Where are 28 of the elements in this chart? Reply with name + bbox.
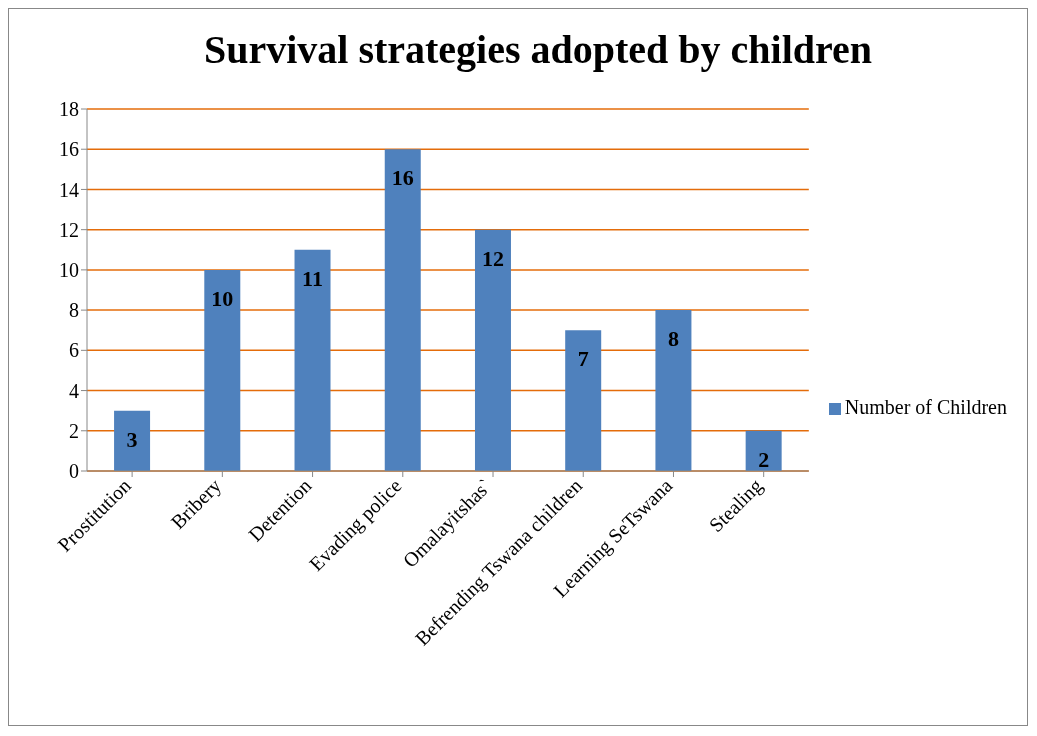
y-tick-label: 12 bbox=[59, 218, 79, 241]
bar bbox=[384, 149, 421, 471]
y-tick-label: 4 bbox=[69, 379, 79, 402]
y-tick-label: 2 bbox=[69, 419, 79, 442]
bar bbox=[745, 430, 782, 471]
y-tick-label: 14 bbox=[59, 178, 79, 201]
bar bbox=[565, 330, 602, 471]
data-label: 12 bbox=[481, 245, 504, 271]
data-label: 3 bbox=[126, 426, 138, 452]
y-tick-label: 8 bbox=[69, 299, 79, 322]
data-label: 11 bbox=[302, 265, 323, 291]
y-tick-label: 16 bbox=[59, 138, 79, 161]
bar bbox=[655, 310, 692, 471]
data-label: 7 bbox=[577, 346, 589, 372]
y-tick-label: 18 bbox=[59, 98, 79, 121]
chart-title: Survival strategies adopted by children bbox=[202, 25, 874, 74]
bar bbox=[204, 269, 241, 471]
bar bbox=[474, 229, 511, 471]
data-label: 8 bbox=[667, 326, 679, 352]
y-tick-label: 0 bbox=[69, 460, 79, 483]
y-tick-label: 10 bbox=[59, 258, 79, 281]
data-label: 10 bbox=[211, 285, 234, 311]
data-label: 2 bbox=[758, 446, 770, 472]
y-tick-label: 6 bbox=[69, 339, 79, 362]
bar bbox=[294, 249, 331, 471]
legend-label: Number of Children bbox=[844, 395, 1007, 418]
bar bbox=[114, 410, 151, 471]
data-label: 16 bbox=[391, 165, 414, 191]
